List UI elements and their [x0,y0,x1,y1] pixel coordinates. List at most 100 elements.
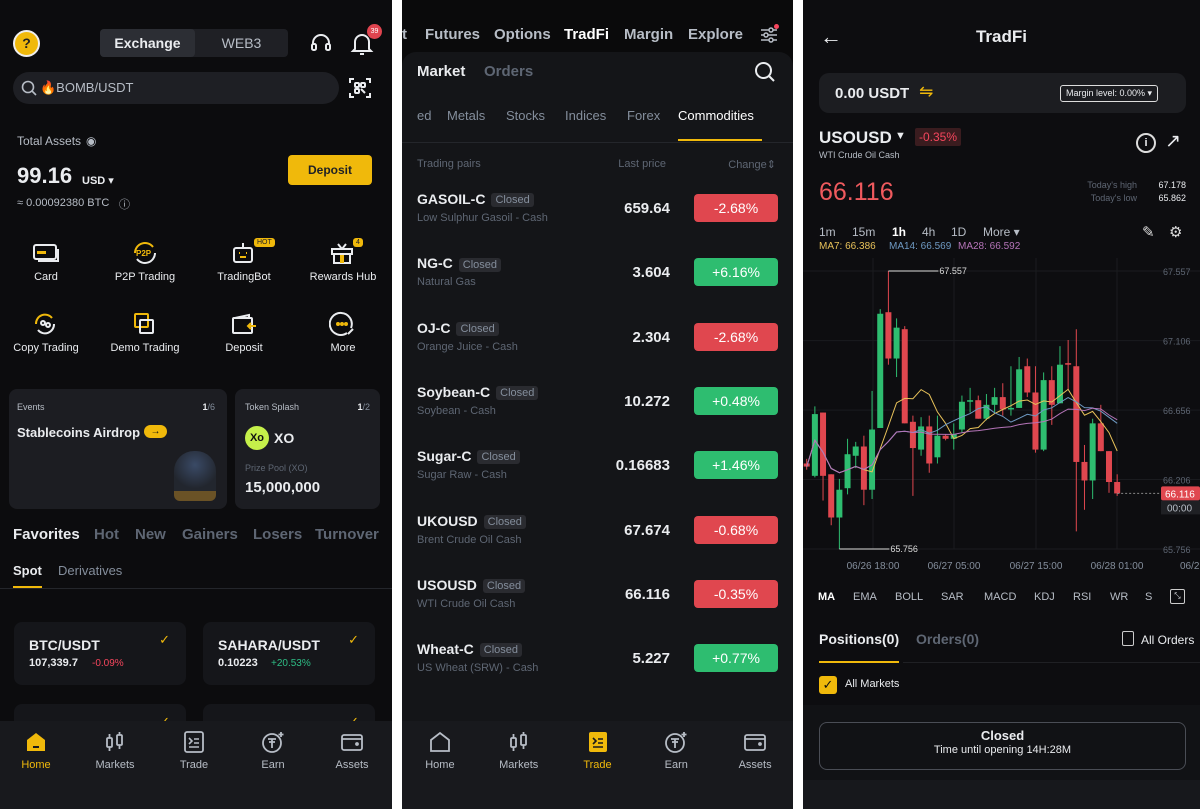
all-orders-link[interactable]: All Orders [1141,633,1195,647]
timeframe-more[interactable]: More ▾ [983,225,1020,239]
top-tab-margin[interactable]: Margin [624,26,674,43]
category-stocks[interactable]: Stocks [506,108,546,123]
tab-turnover[interactable]: Turnover [315,526,379,543]
timeframe-1m[interactable]: 1m [819,225,836,239]
info-icon[interactable]: i [1136,133,1156,153]
filter-icon[interactable] [760,24,779,44]
nav-markets[interactable]: Markets [80,731,150,771]
tab-orders[interactable]: Orders(0) [916,631,980,647]
indicator-macd[interactable]: MACD [984,591,1017,603]
pencil-icon[interactable]: ✎ [1142,224,1155,241]
external-link-icon[interactable]: ↗ [1165,131,1181,152]
indicator-ema[interactable]: EMA [853,591,877,603]
tab-favorites[interactable]: Favorites [13,526,80,543]
nav-trade[interactable]: Trade [563,731,633,771]
segment-web3[interactable]: WEB3 [221,35,262,51]
nav-home[interactable]: Home [1,731,71,771]
market-row[interactable]: Soybean-C Closed Soybean - Cash 10.272 +0.48… [402,379,793,429]
events-card[interactable]: Events 1/6 Stablecoins Airdrop → [9,389,227,509]
category-metals[interactable]: Metals [447,108,486,123]
shortcut-copy-trading[interactable]: Copy Trading [1,311,91,354]
market-row[interactable]: USOUSD Closed WTI Crude Oil Cash 66.116 -0.3… [402,572,793,622]
tab-derivatives[interactable]: Derivatives [58,563,123,578]
eye-icon[interactable]: ◉ [86,134,97,148]
top-tab-tradfi[interactable]: TradFi [564,26,610,43]
expand-icon[interactable]: ⤡ [1170,589,1185,604]
top-tab-t[interactable]: t [402,26,407,43]
category-ed[interactable]: ed [417,108,432,123]
timeframe-4h[interactable]: 4h [922,225,936,239]
tab-orders[interactable]: Orders [484,63,534,80]
scan-icon[interactable] [348,76,372,100]
tab-new[interactable]: New [135,526,166,543]
indicator-s[interactable]: S [1145,591,1153,603]
margin-level-dropdown[interactable]: Margin level: 0.00% ▾ [1060,85,1159,102]
currency-selector[interactable]: USD ▾ [82,175,114,187]
timeframe-1d[interactable]: 1D [951,225,967,239]
indicator-ma[interactable]: MA [818,591,836,603]
shortcut-tradingbot[interactable]: HOT TradingBot [199,238,289,283]
search-icon[interactable] [754,61,776,83]
check-icon[interactable]: ✓ [348,632,359,647]
market-row[interactable]: NG-C Closed Natural Gas 3.604 +6.16% [402,250,793,300]
market-row[interactable]: GASOIL-C Closed Low Sulphur Gasoil - Cash 6… [402,186,793,236]
shortcut-deposit[interactable]: Deposit [199,311,289,354]
indicator-rsi[interactable]: RSI [1073,591,1092,603]
symbol-caret-icon[interactable]: ▼ [895,130,906,142]
all-orders-icon[interactable] [1122,631,1134,646]
nav-trade[interactable]: Trade [159,731,229,771]
top-tab-futures[interactable]: Futures [425,26,481,43]
tab-losers[interactable]: Losers [253,526,303,543]
header-change[interactable]: Change⇕ [728,159,776,171]
deposit-button[interactable]: Deposit [288,155,372,185]
nav-home[interactable]: Home [405,731,475,771]
indicator-boll[interactable]: BOLL [895,591,924,603]
market-row[interactable]: Sugar-C Closed Sugar Raw - Cash 0.16683 +1.4… [402,443,793,493]
headset-icon[interactable] [309,31,333,55]
favorite-card[interactable]: BTC/USDT ✓ 107,339.7 -0.09% [14,622,186,685]
shortcut-rewards-hub[interactable]: 4 Rewards Hub [298,238,388,283]
market-row[interactable]: UKOUSD Closed Brent Crude Oil Cash 67.674 -0… [402,508,793,558]
market-row[interactable]: Wheat-C Closed US Wheat (SRW) - Cash 5.227 +… [402,636,793,686]
indicator-sar[interactable]: SAR [941,591,964,603]
shortcut-more[interactable]: More [298,311,388,354]
nav-assets[interactable]: Assets [720,731,790,771]
arrow-right-icon[interactable]: → [144,425,167,438]
favorite-card[interactable]: SAHARA/USDT ✓ 0.10223 +20.53% [203,622,375,685]
chart-settings-icon[interactable]: ⚙ [1169,224,1183,241]
tab-market[interactable]: Market [417,63,466,80]
top-tab-explore[interactable]: Explore [688,26,744,43]
indicator-wr[interactable]: WR [1110,591,1129,603]
check-icon[interactable]: ✓ [159,632,170,647]
market-row[interactable]: OJ-C Closed Orange Juice - Cash 2.304 -2.68% [402,315,793,365]
tab-gainers[interactable]: Gainers [182,526,238,543]
token-splash-card[interactable]: Token Splash 1/2 Xo XO Prize Pool (XO) 1… [235,389,380,509]
nav-earn[interactable]: Earn [238,731,308,771]
shortcut-demo-trading[interactable]: Demo Trading [100,311,190,354]
info-icon[interactable]: ⓘ [119,199,130,211]
tab-hot[interactable]: Hot [94,526,119,543]
tab-spot[interactable]: Spot [13,563,42,578]
bell-icon[interactable] [350,31,374,57]
shortcut-card[interactable]: Card [1,240,91,283]
timeframe-15m[interactable]: 15m [852,225,876,239]
swap-icon[interactable]: ⇋ [919,82,934,101]
category-indices[interactable]: Indices [565,108,607,123]
shortcut-p2p-trading[interactable]: P2P P2P Trading [100,240,190,283]
indicator-kdj[interactable]: KDJ [1034,591,1055,603]
tab-positions[interactable]: Positions(0) [819,631,900,647]
timeframe-1h[interactable]: 1h [892,225,907,239]
symbol-selector[interactable]: USOUSD [819,128,892,147]
all-markets-checkbox[interactable]: ✓ [819,676,837,694]
nav-markets[interactable]: Markets [484,731,554,771]
back-arrow-icon[interactable]: ← [820,24,842,49]
nav-assets[interactable]: Assets [317,731,387,771]
candlestick-chart[interactable]: 67.557 67.106 66.656 66.206 65.756 06/26 18:0… [803,258,1200,580]
search-bar[interactable]: 🔥BOMB/USDT [13,72,339,104]
nav-earn[interactable]: Earn [641,731,711,771]
top-tab-options[interactable]: Options [494,26,551,43]
category-forex[interactable]: Forex [627,108,661,123]
category-commodities[interactable]: Commodities [678,108,754,123]
avatar[interactable]: ? [13,30,40,57]
segment-exchange[interactable]: Exchange [100,29,195,57]
